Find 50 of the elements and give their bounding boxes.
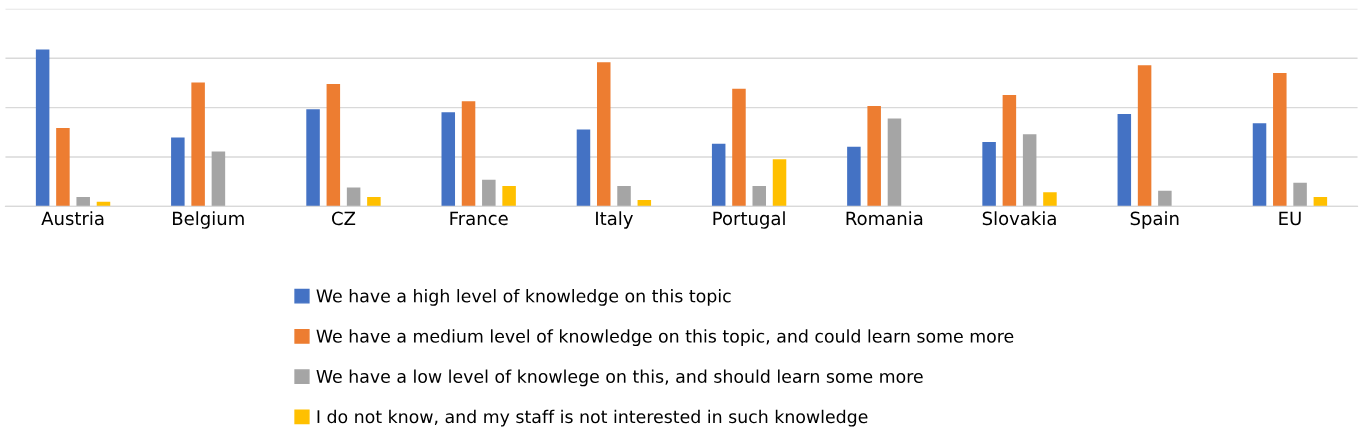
x-tick-label: EU — [1279, 211, 1301, 226]
bar — [867, 106, 881, 207]
legend-label: We have a high level of knowledge on this topic — [316, 289, 731, 306]
bar — [346, 187, 361, 207]
bar — [1293, 182, 1307, 207]
x-tick-label: Italy — [596, 211, 633, 229]
x-tick-label: Belgium — [173, 211, 244, 229]
bar — [637, 200, 652, 207]
legend-label: We have a medium level of knowledge on this topic, and could learn some more — [316, 329, 1014, 347]
bar — [732, 88, 746, 207]
bar — [461, 101, 476, 207]
bar — [1137, 65, 1152, 207]
bar — [191, 82, 205, 207]
x-tick-label: Romania — [846, 211, 923, 226]
bar — [1002, 95, 1017, 207]
bar — [1158, 190, 1172, 207]
bar — [35, 49, 50, 207]
bar — [502, 186, 516, 207]
x-tick-label: Portugal — [713, 211, 785, 229]
bar — [1117, 113, 1132, 207]
bar — [56, 127, 70, 207]
bar — [772, 159, 787, 207]
x-tick-label: Slovakia — [982, 211, 1056, 226]
bar — [441, 112, 456, 207]
bar — [596, 62, 611, 207]
bar — [847, 146, 861, 207]
bar — [1043, 192, 1057, 207]
x-tick-label: CZ — [332, 211, 356, 226]
bar — [617, 186, 631, 207]
bar — [1273, 73, 1287, 207]
bar — [1022, 134, 1037, 207]
bar — [76, 196, 90, 207]
bar — [982, 142, 996, 207]
bar — [1252, 123, 1267, 207]
bar — [711, 143, 726, 207]
bar — [211, 151, 226, 207]
bar — [482, 179, 496, 207]
bar — [752, 186, 767, 207]
x-tick-label: Austria — [41, 211, 104, 226]
bar — [1313, 196, 1328, 207]
bar — [887, 118, 902, 207]
bar — [576, 129, 591, 207]
x-tick-label: France — [450, 211, 508, 226]
x-tick-label: Spain — [1130, 211, 1179, 229]
legend-label: I do not know, and my staff is not interested in such knowledge — [317, 409, 868, 427]
legend-label: We have a low level of knowlege on this, and should learn some more — [316, 369, 923, 387]
bar — [171, 137, 185, 207]
bar — [306, 109, 320, 207]
bar — [367, 196, 381, 207]
bar — [326, 84, 341, 207]
